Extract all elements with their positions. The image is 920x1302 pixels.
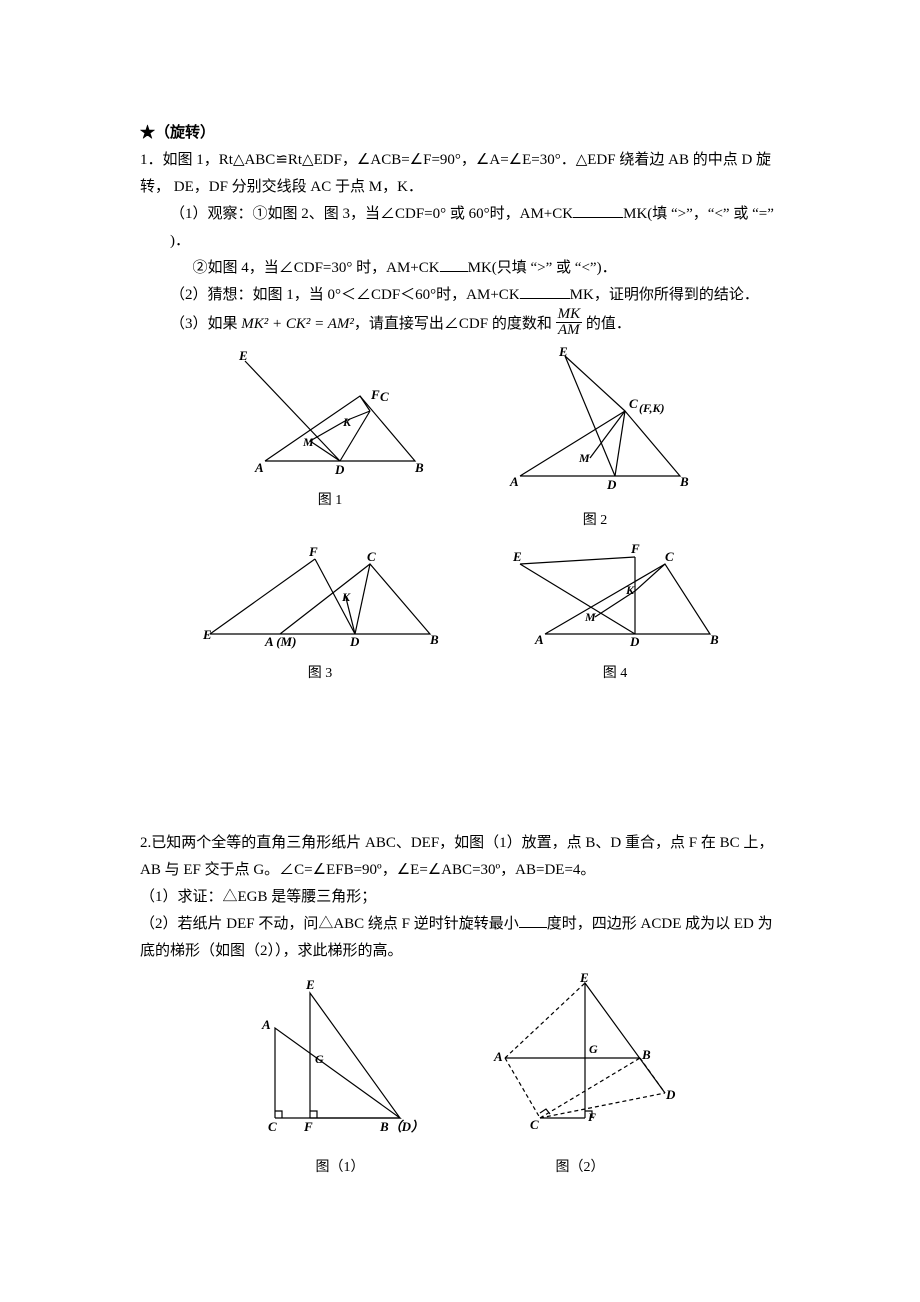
- q1-stem: 1．如图 1，Rt△ABC≌Rt△EDF，∠ACB=∠F=90°，∠A=∠E=3…: [140, 147, 780, 201]
- q2-p2-lead: （2）若纸片 DEF 不动，问△ABC 绕点 F 逆时针旋转最小: [140, 916, 519, 932]
- q2-stem-text: 已知两个全等的直角三角形纸片 ABC、DEF，如图（1）放置，点 B、D 重合，…: [140, 835, 773, 878]
- fig4-caption: 图 4: [505, 661, 725, 686]
- q2-fig1-svg: E A G C F B（D）: [240, 973, 440, 1143]
- fig1-svg: E F C K M A D B: [225, 346, 435, 476]
- q1-p1-blank: [573, 202, 623, 218]
- svg-text:K: K: [342, 415, 352, 429]
- q2-part1: （1）求证：△EGB 是等腰三角形；: [140, 884, 780, 911]
- q1-part3: （3）如果 MK² + CK² = AM²，请直接写出∠CDF 的度数和 MKA…: [140, 309, 780, 340]
- q1-p2-tail: MK，证明你所得到的结论．: [570, 287, 759, 303]
- q1-part1b: ②如图 4，当∠CDF=30° 时，AM+CK MK(只填 “>” 或 “<”)．: [140, 255, 780, 282]
- q1-p1b-lead: ②如图 4，当∠CDF=30° 时，AM+CK: [193, 260, 440, 276]
- svg-text:B: B: [679, 474, 689, 489]
- svg-text:B: B: [709, 632, 719, 647]
- q1-p1b-tail: MK(只填 “>” 或 “<”)．: [468, 260, 617, 276]
- q2-stem: 2.已知两个全等的直角三角形纸片 ABC、DEF，如图（1）放置，点 B、D 重…: [140, 830, 780, 884]
- figure-1: E F C K M A D B 图 1: [225, 346, 435, 533]
- svg-text:E: E: [558, 346, 568, 359]
- svg-text:E: E: [305, 977, 315, 992]
- svg-text:F: F: [308, 544, 318, 559]
- svg-text:C: C: [629, 396, 638, 411]
- svg-text:K: K: [341, 590, 351, 604]
- fig4-svg: E F C K M A D B: [505, 539, 725, 649]
- svg-text:C: C: [665, 549, 674, 564]
- q1-p3-lead: （3）如果: [170, 316, 241, 332]
- page: ★（旋转） 1．如图 1，Rt△ABC≌Rt△EDF，∠ACB=∠F=90°，∠…: [0, 0, 920, 1302]
- q2-part2: （2）若纸片 DEF 不动，问△ABC 绕点 F 逆时针旋转最小度时，四边形 A…: [140, 911, 780, 965]
- q2-fig2-svg: E A G B D F C: [480, 973, 680, 1143]
- q2-figrow: E A G C F B（D） 图（1）: [140, 973, 780, 1180]
- q2-fig2-caption: 图（2）: [480, 1155, 680, 1180]
- svg-text:D: D: [606, 477, 617, 492]
- q1-figrow-1: E F C K M A D B 图 1: [140, 346, 780, 533]
- fig3-caption: 图 3: [195, 661, 445, 686]
- q2-number: 2.: [140, 835, 151, 851]
- svg-text:A: A: [509, 474, 519, 489]
- fraction-mk-am: MKAM: [556, 307, 583, 338]
- fig1-caption: 图 1: [225, 488, 435, 513]
- q1-p3-tail: 的值．: [582, 316, 631, 332]
- svg-text:C: C: [367, 549, 376, 564]
- q2-figure-1: E A G C F B（D） 图（1）: [240, 973, 440, 1180]
- q1-p2-lead: （2）猜想：如图 1，当 0°＜∠CDF＜60°时，AM+CK: [170, 287, 520, 303]
- svg-text:E: E: [202, 627, 212, 642]
- svg-text:A: A: [261, 1017, 271, 1032]
- svg-text:K: K: [625, 583, 635, 597]
- svg-text:C: C: [380, 389, 389, 404]
- svg-text:D: D: [665, 1087, 676, 1102]
- svg-text:E: E: [512, 549, 522, 564]
- svg-text:D: D: [334, 462, 345, 476]
- q2-figure-2: E A G B D F C 图（2）: [480, 973, 680, 1180]
- q1-figrow-2: F C K E A (M) D B 图 3: [140, 539, 780, 686]
- q2-fig1-caption: 图（1）: [240, 1155, 440, 1180]
- q1-part2: （2）猜想：如图 1，当 0°＜∠CDF＜60°时，AM+CK MK，证明你所得到…: [140, 282, 780, 309]
- spacer: [140, 690, 780, 830]
- svg-text:A: A: [493, 1049, 503, 1064]
- svg-text:F: F: [303, 1119, 313, 1134]
- svg-text:D: D: [349, 634, 360, 649]
- svg-text:A (M): A (M): [264, 634, 296, 649]
- frac-num: MK: [556, 307, 583, 323]
- figure-4: E F C K M A D B 图 4: [505, 539, 725, 686]
- svg-text:F: F: [630, 541, 640, 556]
- svg-text:D: D: [629, 634, 640, 649]
- q1-p3-math: MK² + CK² = AM²: [241, 316, 354, 332]
- q1-p2-blank: [520, 283, 570, 299]
- fig3-svg: F C K E A (M) D B: [195, 539, 445, 649]
- q1-p3-mid: ，请直接写出∠CDF 的度数和: [354, 316, 556, 332]
- svg-text:A: A: [534, 632, 544, 647]
- fig2-svg: E C (F,K) M A D B: [495, 346, 695, 496]
- frac-den: AM: [556, 323, 583, 338]
- svg-text:B: B: [429, 632, 439, 647]
- svg-text:M: M: [584, 610, 596, 624]
- svg-text:B: B: [641, 1047, 651, 1062]
- figure-3: F C K E A (M) D B 图 3: [195, 539, 445, 686]
- q1-stem-text: 如图 1，Rt△ABC≌Rt△EDF，∠ACB=∠F=90°，∠A=∠E=30°…: [140, 152, 771, 195]
- svg-text:M: M: [302, 435, 314, 449]
- section-title: ★（旋转）: [140, 120, 780, 147]
- svg-text:B（D）: B（D）: [379, 1119, 424, 1134]
- svg-text:A: A: [254, 460, 264, 475]
- question-2: 2.已知两个全等的直角三角形纸片 ABC、DEF，如图（1）放置，点 B、D 重…: [140, 830, 780, 1180]
- svg-text:B: B: [414, 460, 424, 475]
- q1-part1a: （1）观察：①如图 2、图 3，当∠CDF=0° 或 60°时，AM+CKMK(…: [140, 201, 780, 255]
- q1-p1b-blank: [440, 256, 468, 272]
- figure-2: E C (F,K) M A D B 图 2: [495, 346, 695, 533]
- svg-text:M: M: [578, 451, 590, 465]
- svg-text:G: G: [589, 1042, 598, 1056]
- svg-text:C: C: [268, 1119, 277, 1134]
- q1-p1-lead: （1）观察：①如图 2、图 3，当∠CDF=0° 或 60°时，AM+CK: [170, 206, 573, 222]
- fig2-caption: 图 2: [495, 508, 695, 533]
- q1-number: 1．: [140, 152, 163, 168]
- svg-text:(F,K): (F,K): [639, 401, 664, 415]
- svg-text:G: G: [315, 1052, 324, 1066]
- q2-p2-blank: [519, 912, 547, 928]
- svg-text:F: F: [370, 387, 380, 402]
- svg-text:E: E: [579, 973, 589, 985]
- svg-text:F: F: [587, 1110, 596, 1124]
- svg-text:C: C: [530, 1117, 539, 1132]
- svg-text:E: E: [238, 348, 248, 363]
- question-1: 1．如图 1，Rt△ABC≌Rt△EDF，∠ACB=∠F=90°，∠A=∠E=3…: [140, 147, 780, 686]
